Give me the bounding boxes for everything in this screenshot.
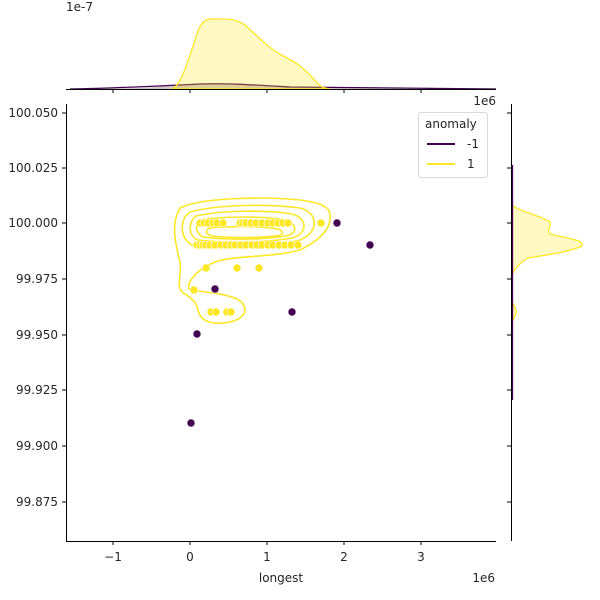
main-plot: −1 0 1 2 3 longest 1e6 100.050 100.025 1…: [8, 104, 496, 585]
y-tick-label: 99.875: [16, 495, 58, 509]
top-marginal-scale-label: 1e-7: [66, 0, 93, 14]
y-tick-label: 99.900: [16, 439, 58, 453]
y-tick-label: 99.925: [16, 383, 58, 397]
series-normal-points: [189, 218, 326, 317]
x-tick-label: 0: [186, 550, 194, 564]
y-tick-label: 100.050: [8, 106, 58, 120]
y-tick-label: 99.975: [16, 272, 58, 286]
x-tick-label: 2: [340, 550, 348, 564]
top-marginal-kde: [66, 18, 497, 93]
legend-line-icon: [427, 163, 455, 165]
legend-line-icon: [427, 143, 455, 145]
legend-label: 1: [467, 157, 475, 171]
legend-title: anomaly: [425, 117, 477, 131]
y-tick-label: 100.000: [8, 216, 58, 230]
right-marginal-scale-label: 1e6: [473, 94, 496, 108]
x-scale-label: 1e6: [472, 571, 495, 585]
x-tick-label: −1: [104, 550, 122, 564]
x-tick-label: 1: [263, 550, 271, 564]
x-tick-label: 3: [417, 550, 425, 564]
series-anomaly-points: [186, 218, 375, 428]
legend-entry-normal: 1: [427, 156, 475, 172]
right-marginal-kde: [507, 104, 583, 541]
kde-contours: [173, 197, 331, 325]
y-tick-label: 99.950: [16, 328, 58, 342]
legend: anomaly -1 1: [418, 112, 488, 178]
x-axis-label: longest: [259, 571, 304, 585]
legend-entry-anomaly: -1: [427, 136, 479, 152]
legend-label: -1: [467, 137, 479, 151]
y-tick-label: 100.025: [8, 161, 58, 175]
